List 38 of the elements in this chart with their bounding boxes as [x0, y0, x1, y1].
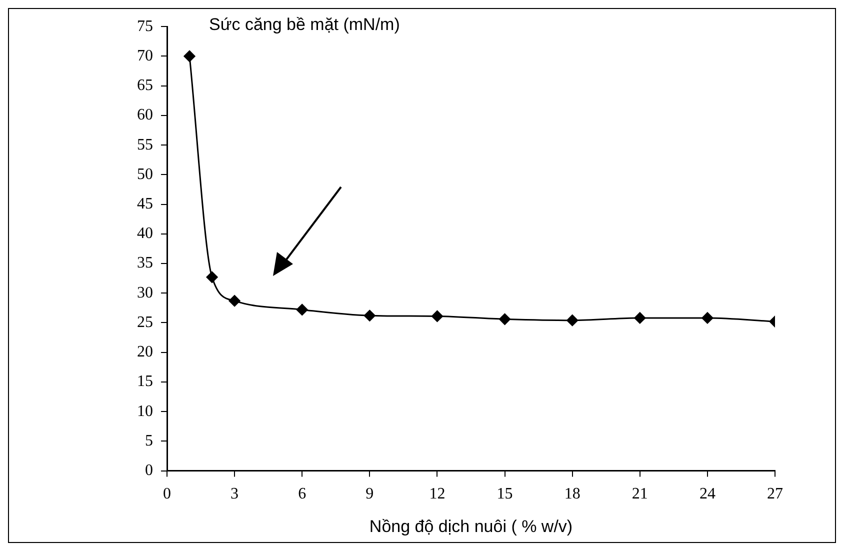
y-tick-label: 40: [137, 225, 153, 242]
y-tick-label: 50: [137, 166, 153, 183]
point: [634, 312, 646, 324]
point: [702, 312, 714, 324]
y-tick-label: 5: [145, 432, 153, 450]
y-tick-label: 30: [137, 284, 153, 302]
y-tick-label: 45: [137, 195, 153, 212]
x-tick-label: 9: [366, 486, 374, 503]
point: [499, 313, 511, 325]
y-tick-label: 60: [137, 106, 153, 124]
point: [206, 271, 218, 283]
y-tick-label: 55: [137, 136, 153, 154]
point: [431, 310, 443, 322]
y-tick-label: 15: [137, 373, 153, 390]
point: [184, 50, 196, 62]
y-tick-label: 35: [137, 254, 153, 272]
y-axis-title: Sức căng bề mặt (mN/m): [209, 15, 400, 34]
point: [566, 314, 578, 326]
point: [364, 310, 376, 322]
y-tick-label: 10: [137, 402, 153, 420]
y-tick-label: 20: [137, 344, 153, 361]
x-axis-title: Nồng độ dịch nuôi ( % w/v): [369, 517, 573, 536]
x-tick-label: 6: [298, 486, 306, 503]
x-tick-label: 12: [429, 486, 446, 503]
x-tick-label: 27: [767, 486, 783, 503]
y-tick-label: 70: [137, 47, 153, 64]
y-tick-label: 75: [137, 18, 153, 35]
y-tick-label: 65: [137, 77, 153, 94]
x-tick-label: 18: [564, 486, 580, 503]
x-tick-label: 15: [496, 486, 513, 503]
x-tick-label: 21: [632, 486, 648, 503]
x-tick-label: 3: [230, 486, 239, 503]
x-tick-label: 24: [699, 486, 716, 503]
y-tick-label: 0: [145, 462, 153, 480]
point: [296, 304, 308, 316]
x-tick-label: 0: [163, 486, 171, 503]
point: [228, 295, 240, 307]
y-tick-label: 25: [137, 314, 153, 331]
